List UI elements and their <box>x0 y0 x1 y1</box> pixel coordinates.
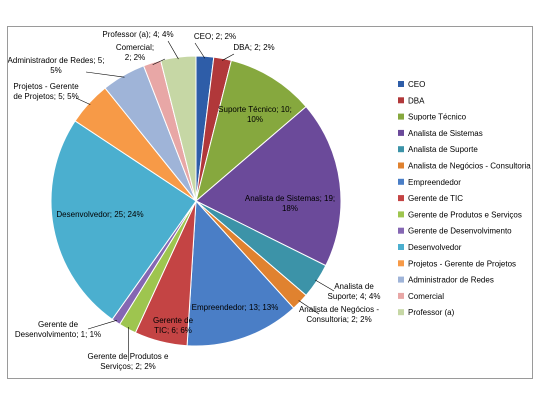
data-label-ceo: CEO; 2; 2% <box>194 32 236 41</box>
legend-swatch-gerente-de-produtos-e-servicos <box>398 211 404 218</box>
leader-line-projetos-gerente-de-projetos <box>75 97 91 105</box>
legend-label-comercial: Comercial <box>408 292 444 301</box>
legend-swatch-gerente-de-desenvolvimento <box>398 227 404 234</box>
legend-swatch-professor-a <box>398 309 404 316</box>
data-labels: CEO; 2; 2% DBA; 2; 2% Suporte Técnico; 10;… <box>8 30 380 371</box>
leader-line-dba <box>222 53 235 61</box>
slice-suporte-tecnico <box>195 59 307 203</box>
data-label-gerente-de-tic: Gerente de TIC; 6; 6% <box>153 316 194 335</box>
data-label-professor-a: Professor (a); 4; 4% <box>102 30 173 39</box>
legend-label-gerente-de-desenvolvimento: Gerente de Desenvolvimento <box>408 227 512 236</box>
legend-label-dba: DBA <box>408 96 425 105</box>
leader-line-comercial <box>152 58 166 66</box>
slice-analista-de-sistemas <box>195 105 342 267</box>
legend: CEO DBA Suporte Técnico Analista de Sistema… <box>398 80 531 317</box>
legend-swatch-suporte-tecnico <box>398 113 404 120</box>
legend-label-analista-de-suporte: Analista de Suporte <box>408 145 478 154</box>
data-label-administrador-de-redes: Administrador de Redes; 5; 5% <box>8 56 104 75</box>
leader-line-gerente-de-desenvolvimento <box>87 319 118 330</box>
leader-line-analista-de-negocios-consultoria <box>298 300 320 315</box>
legend-swatch-desenvolvedor <box>398 244 404 250</box>
slice-empreendedor <box>186 199 295 347</box>
data-label-analista-de-negocios-consultoria: Analista de Negócios -Consultoria; 2; 2% <box>299 305 379 324</box>
legend-swatch-projetos-gerente-de-projetos <box>398 260 404 267</box>
legend-label-desenvolvedor: Desenvolvedor <box>408 243 462 252</box>
leader-lines <box>75 40 335 361</box>
legend-label-administrador-de-redes: Administrador de Redes <box>408 276 494 285</box>
leader-line-administrador-de-redes <box>85 71 125 78</box>
data-label-projetos-gerente-de-projetos: Projetos - Gerente de Projetos; 5; 5% <box>13 82 79 101</box>
legend-swatch-dba <box>398 97 404 104</box>
legend-label-suporte-tecnico: Suporte Técnico <box>408 113 467 122</box>
legend-swatch-administrador-de-redes <box>398 276 404 283</box>
data-label-dba: DBA; 2; 2% <box>233 43 274 52</box>
leader-line-analista-de-suporte <box>315 279 335 292</box>
data-label-gerente-de-desenvolvimento: Gerente de Desenvolvimento; 1; 1% <box>15 320 101 339</box>
legend-swatch-comercial <box>398 292 404 299</box>
legend-swatch-ceo <box>398 81 404 87</box>
data-label-analista-de-sistemas: Analista de Sistemas; 19; 18% <box>245 194 335 213</box>
legend-label-professor-a: Professor (a) <box>408 308 455 317</box>
chart-frame: CEO; 2; 2% DBA; 2; 2% Suporte Técnico; 10;… <box>7 26 533 379</box>
leader-line-professor-a <box>167 40 179 60</box>
legend-label-analista-de-sistemas: Analista de Sistemas <box>408 129 483 138</box>
data-label-desenvolvedor: Desenvolvedor; 25; 24% <box>56 210 143 219</box>
legend-label-ceo: CEO <box>408 80 425 89</box>
legend-label-projetos-gerente-de-projetos: Projetos - Gerente de Projetos <box>408 259 516 268</box>
data-label-comercial: Comercial; 2; 2% <box>116 43 154 62</box>
data-label-analista-de-suporte: Analista de Suporte; 4; 4% <box>328 282 381 301</box>
legend-label-empreendedor: Empreendedor <box>408 178 461 187</box>
slice-desenvolvedor <box>50 120 197 321</box>
leader-line-ceo <box>194 42 206 59</box>
legend-label-gerente-de-produtos-e-servicos: Gerente de Produtos e Serviços <box>408 210 522 219</box>
slice-professor-a <box>160 55 197 202</box>
legend-label-gerente-de-tic: Gerente de TIC <box>408 194 463 203</box>
legend-label-analista-de-negocios-consultoria: Analista de Negócios - Consultoria <box>408 162 531 171</box>
legend-swatch-gerente-de-tic <box>398 195 404 202</box>
pie-slices <box>50 55 342 347</box>
legend-swatch-empreendedor <box>398 178 404 185</box>
data-label-gerente-de-produtos-e-servicos: Gerente de Produtos e Serviços; 2; 2% <box>88 352 169 371</box>
legend-swatch-analista-de-negocios-consultoria <box>398 162 404 169</box>
data-label-suporte-tecnico: Suporte Técnico; 10; 10% <box>218 105 292 124</box>
data-label-empreendedor: Empreendedor; 13; 13% <box>192 303 279 312</box>
legend-swatch-analista-de-suporte <box>398 146 404 153</box>
legend-swatch-analista-de-sistemas <box>398 129 404 136</box>
pie-chart: CEO; 2; 2% DBA; 2; 2% Suporte Técnico; 10;… <box>8 30 531 371</box>
